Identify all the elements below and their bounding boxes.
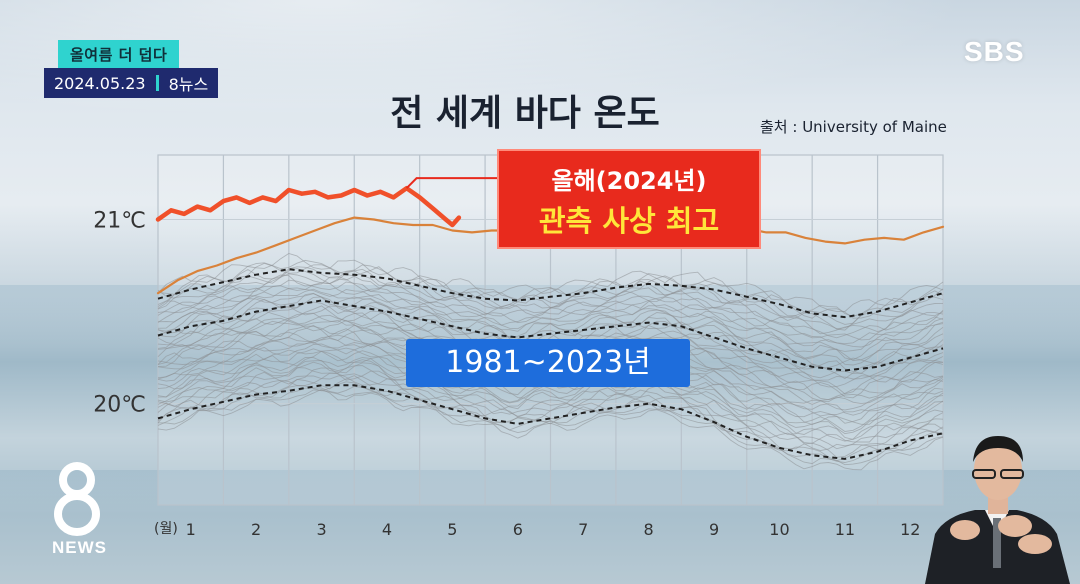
x-tick-label: 2 (251, 520, 261, 539)
historical-year-line (157, 266, 944, 325)
news-topic-tag: 올여름 더 덥다 (58, 40, 180, 68)
x-tick-label: 5 (447, 520, 457, 539)
x-tick-label: 6 (513, 520, 523, 539)
x-axis-unit-label: (월) (154, 521, 178, 537)
envelope-line-mean_plus_sd (157, 268, 944, 319)
x-tick-label: 4 (382, 520, 392, 539)
historical-year-line (157, 301, 944, 366)
historical-year-line (157, 292, 944, 361)
sbs-logo: SBS (964, 36, 1025, 67)
historical-year-line (157, 373, 944, 450)
envelope-line-mean (157, 299, 944, 372)
historical-year-line (157, 388, 944, 471)
historical-year-line (157, 262, 944, 319)
dateline-separator (155, 75, 159, 91)
historical-year-line (157, 305, 944, 369)
series-line-2024 (155, 185, 462, 228)
dateline-bar: 2024.05.23 8뉴스 (44, 68, 219, 98)
y-tick-label: 21℃ (93, 208, 146, 233)
record-callout: 올해(2024년) 관측 사상 최고 (497, 149, 761, 249)
broadcast-date: 2024.05.23 (54, 73, 146, 93)
callout-connector (405, 177, 497, 189)
historical-year-line (157, 367, 944, 444)
x-tick-label: 12 (900, 520, 920, 539)
callout-line2: 관측 사상 최고 (538, 204, 720, 238)
news-logo-text: NEWS (52, 538, 107, 557)
x-tick-label: 7 (578, 520, 588, 539)
historical-year-line (157, 288, 944, 348)
historical-year-line (157, 279, 944, 339)
program-name: 8뉴스 (168, 75, 209, 94)
x-tick-label: 11 (835, 520, 855, 539)
x-tick-label: 3 (316, 520, 326, 539)
historical-year-line (157, 253, 944, 312)
historical-year-line (157, 259, 944, 317)
x-tick-label: 8 (644, 520, 654, 539)
y-tick-label: 20℃ (93, 393, 146, 418)
eight-news-logo-icon (54, 462, 100, 536)
historical-year-line (157, 359, 944, 435)
range-badge: 1981~2023년 (406, 339, 690, 387)
historical-year-line (157, 361, 944, 440)
chart-source: 출처 : University of Maine (760, 118, 947, 136)
historical-year-line (157, 274, 944, 335)
x-tick-label: 1 (186, 520, 196, 539)
historical-year-line (157, 293, 944, 352)
historical-year-line (157, 381, 944, 462)
x-tick-label: 10 (769, 520, 789, 539)
historical-year-line (157, 365, 944, 442)
historical-year-line (157, 389, 944, 466)
x-tick-label: 9 (709, 520, 719, 539)
callout-line1: 올해(2024년) (551, 167, 707, 195)
sign-language-interpreter (925, 436, 1070, 584)
historical-year-line (157, 357, 944, 432)
chart-title: 전 세계 바다 온도 (390, 93, 660, 134)
historical-year-line (157, 385, 944, 463)
sea-background-lower (0, 470, 1080, 510)
historical-year-line (157, 268, 944, 331)
